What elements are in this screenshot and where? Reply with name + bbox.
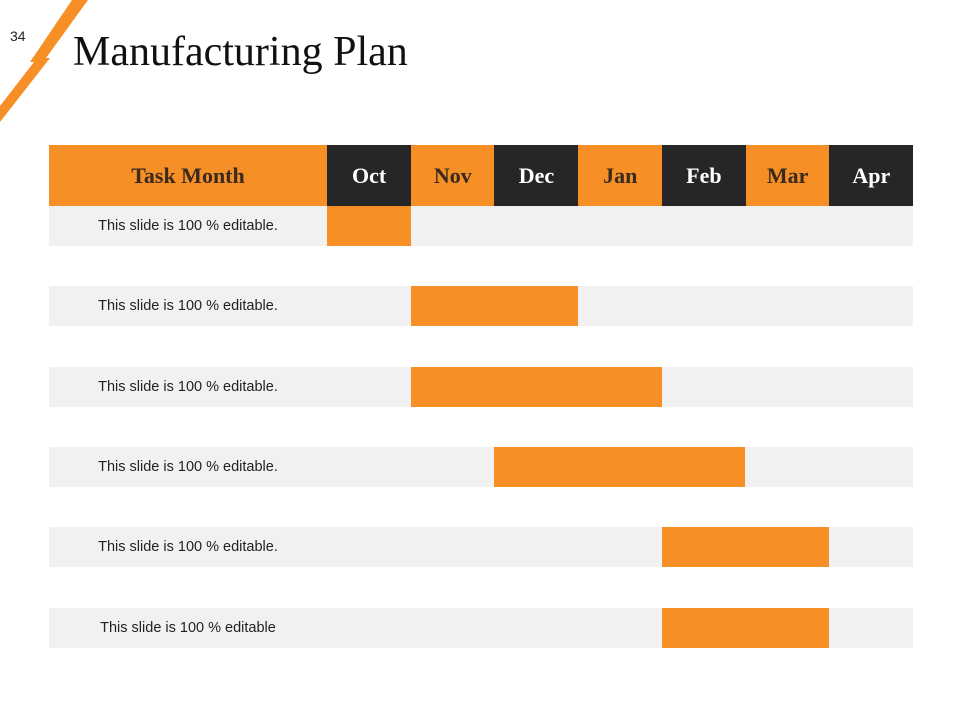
header-month-oct: Oct [327,145,412,206]
task-label: This slide is 100 % editable [100,619,276,636]
task-bar [661,607,830,648]
slide-number: 34 [10,28,26,44]
header-month-mar: Mar [745,145,830,206]
task-bar [327,206,411,246]
task-bar [410,286,579,327]
header-month-apr: Apr [829,145,914,206]
header-month-feb: Feb [661,145,746,206]
task-bar [661,527,830,568]
header-month-dec: Dec [494,145,579,206]
task-label: This slide is 100 % editable. [98,298,278,315]
task-label: This slide is 100 % editable. [98,458,278,475]
task-row [49,206,913,246]
lightning-bolt-icon [0,0,88,122]
task-label: This slide is 100 % editable. [98,218,278,234]
header-month-jan: Jan [578,145,663,206]
task-bar [494,446,746,487]
task-bar [410,366,662,407]
task-label: This slide is 100 % editable. [98,378,278,395]
header-task-month: Task Month [49,145,327,206]
task-label: This slide is 100 % editable. [98,539,278,556]
page-title: Manufacturing Plan [73,29,408,75]
header-month-nov: Nov [410,145,495,206]
task-row [49,446,913,487]
